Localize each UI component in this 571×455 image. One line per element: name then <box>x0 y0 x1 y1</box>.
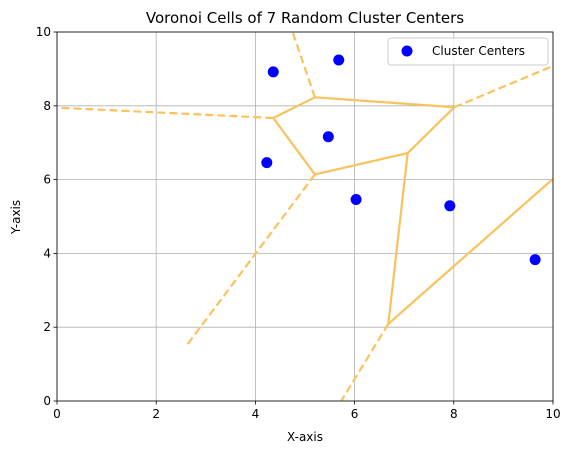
legend-box <box>387 37 549 66</box>
y-tick-label: 0 <box>43 394 51 408</box>
cluster-center-point <box>333 54 345 66</box>
y-tick-label: 4 <box>43 246 51 260</box>
y-tick-label: 2 <box>43 320 51 334</box>
voronoi-edge <box>313 151 409 176</box>
legend: Cluster Centers <box>387 37 549 66</box>
voronoi-edge <box>387 151 409 325</box>
cluster-center-point <box>261 157 273 169</box>
cluster-center-point <box>350 194 362 206</box>
chart-title: Voronoi Cells of 7 Random Cluster Center… <box>146 9 464 27</box>
y-tick-label: 10 <box>36 25 51 39</box>
cluster-center-point <box>529 254 541 266</box>
x-tick-label: 2 <box>152 407 160 421</box>
y-axis-label: Y-axis <box>9 200 23 235</box>
x-tick-label: 8 <box>450 407 458 421</box>
x-tick-label: 6 <box>351 407 359 421</box>
y-tick-label: 6 <box>43 173 51 187</box>
cluster-center-point <box>444 200 456 212</box>
voronoi-ray <box>56 106 274 120</box>
cluster-center-points <box>261 54 541 266</box>
voronoi-edge <box>272 116 317 176</box>
plot-area-frame <box>56 31 554 402</box>
x-tick-label: 10 <box>545 407 560 421</box>
x-tick-label: 4 <box>252 407 260 421</box>
x-tick-label: 0 <box>53 407 61 421</box>
voronoi-edge <box>406 106 456 155</box>
cluster-center-point <box>267 66 279 78</box>
legend-marker <box>401 45 413 57</box>
x-axis-label: X-axis <box>287 430 323 444</box>
voronoi-edges <box>56 31 554 402</box>
voronoi-ray <box>340 323 390 402</box>
cluster-center-point <box>322 131 334 143</box>
voronoi-ray <box>453 64 554 109</box>
y-tick-label: 8 <box>43 99 51 113</box>
voronoi-edge <box>272 96 317 120</box>
voronoi-ray <box>387 178 554 325</box>
voronoi-edge <box>313 96 456 109</box>
legend-label: Cluster Centers <box>432 44 525 58</box>
axis-ticks: 0 2 4 6 8 10 0 2 4 6 8 10 <box>36 25 561 421</box>
